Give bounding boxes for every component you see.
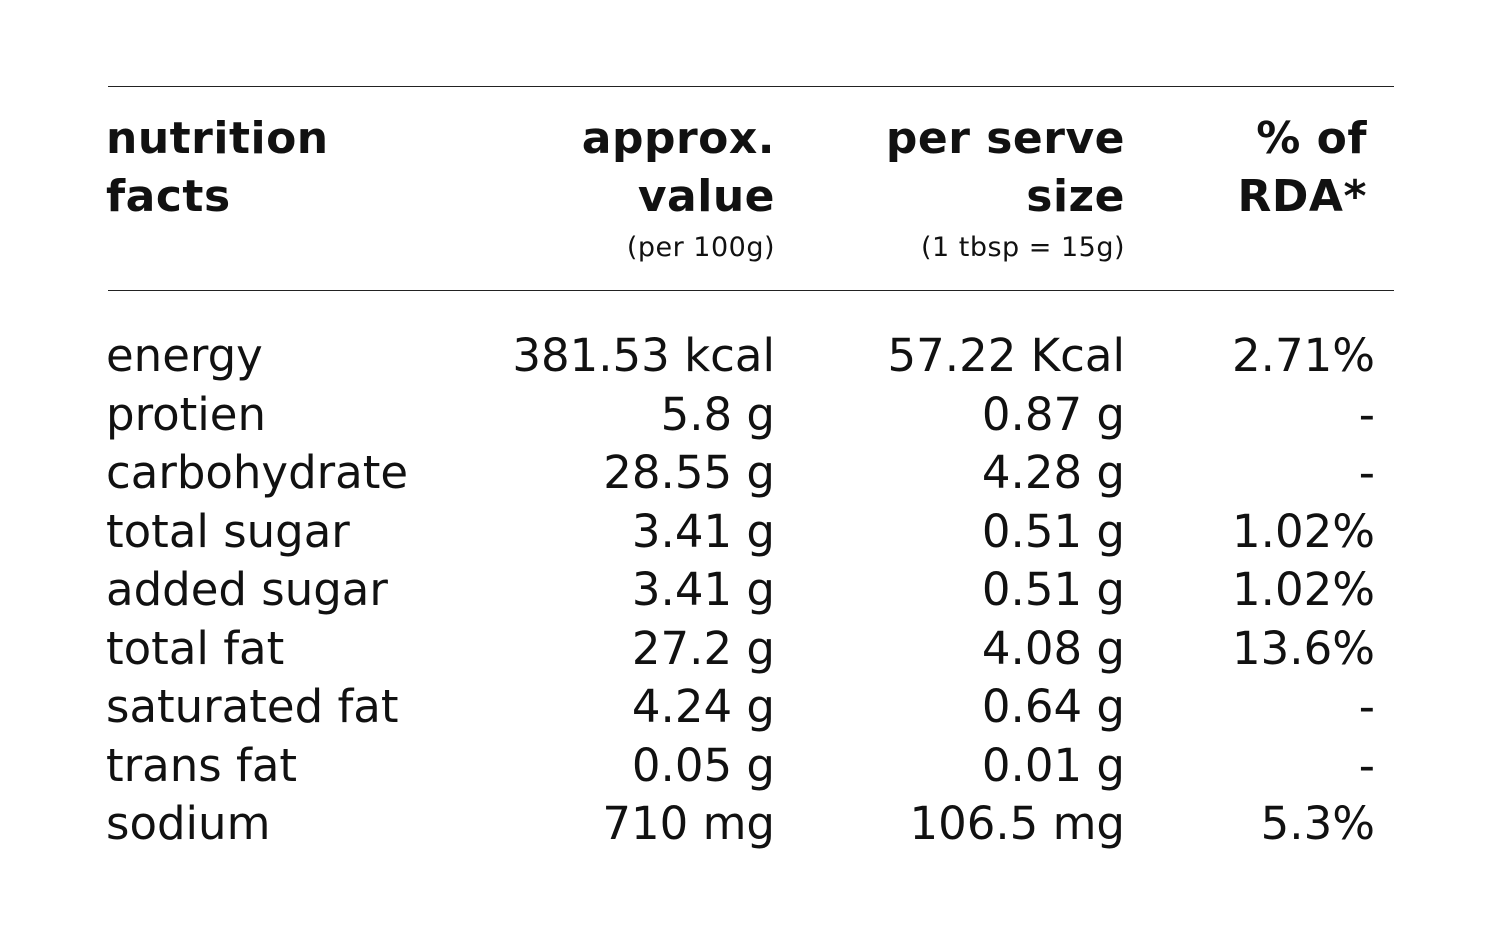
nutrient-name: saturated fat (106, 680, 399, 733)
value-per-100g: 381.53 kcal (512, 329, 775, 382)
percent-rda: - (1358, 680, 1375, 733)
header-approx-value: approx. value (per 100g) (582, 110, 775, 270)
table-row: sodium 710 mg 106.5 mg 5.3% (0, 795, 1500, 854)
percent-rda: 5.3% (1260, 797, 1375, 850)
value-per-serve: 0.51 g (981, 504, 1125, 558)
nutrient-name: total sugar (106, 504, 350, 558)
percent-rda: 1.02% (1232, 563, 1375, 616)
table-row: trans fat 0.05 g 0.01 g - (0, 737, 1500, 796)
value-per-serve: 4.28 g (981, 446, 1125, 499)
table-row: saturated fat 4.24 g 0.64 g - (0, 678, 1500, 737)
value-per-100g: 27.2 g (631, 621, 775, 675)
table-row: protien 5.8 g 0.87 g - (0, 386, 1500, 445)
value-per-serve: 106.5 mg (909, 797, 1125, 850)
nutrient-name: added sugar (106, 563, 388, 616)
header-divider (108, 290, 1394, 291)
nutrient-name: energy (106, 329, 263, 382)
header-text: RDA* (1237, 171, 1367, 222)
header-text: facts (106, 171, 231, 222)
nutrient-name: total fat (106, 621, 285, 675)
header-text: nutrition (106, 113, 329, 164)
header-text: per serve (885, 113, 1125, 164)
header-text: % of (1256, 113, 1367, 164)
percent-rda: 1.02% (1232, 504, 1375, 558)
header-subtext: (1 tbsp = 15g) (920, 232, 1125, 263)
value-per-100g: 5.8 g (660, 387, 775, 441)
value-per-serve: 4.08 g (981, 621, 1125, 675)
value-per-serve: 0.64 g (981, 680, 1125, 733)
table-row: energy 381.53 kcal 57.22 Kcal 2.71% (0, 327, 1500, 386)
nutrient-name: carbohydrate (106, 446, 409, 499)
header-per-serve-size: per serve size (1 tbsp = 15g) (886, 110, 1125, 270)
nutrient-name: trans fat (106, 738, 298, 792)
value-per-100g: 4.24 g (631, 680, 775, 733)
percent-rda: 13.6% (1232, 621, 1375, 675)
value-per-100g: 3.41 g (631, 504, 775, 558)
header-text: approx. (581, 113, 775, 164)
value-per-100g: 28.55 g (603, 446, 775, 499)
nutrient-name: protien (106, 387, 266, 441)
value-per-100g: 3.41 g (631, 563, 775, 616)
nutrient-name: sodium (106, 797, 271, 850)
table-row: carbohydrate 28.55 g 4.28 g - (0, 444, 1500, 503)
table-row: total fat 27.2 g 4.08 g 13.6% (0, 620, 1500, 679)
percent-rda: - (1358, 446, 1375, 499)
percent-rda: 2.71% (1232, 329, 1375, 382)
value-per-100g: 0.05 g (631, 738, 775, 792)
value-per-100g: 710 mg (602, 797, 775, 850)
header-text: size (1026, 171, 1125, 222)
value-per-serve: 0.87 g (981, 387, 1125, 441)
value-per-serve: 57.22 Kcal (887, 329, 1125, 382)
header-nutrition-facts: nutrition facts (106, 110, 329, 226)
value-per-serve: 0.01 g (981, 738, 1125, 792)
header-subtext: (per 100g) (626, 232, 775, 263)
nutrition-table-body: energy 381.53 kcal 57.22 Kcal 2.71% prot… (0, 327, 1500, 854)
table-row: total sugar 3.41 g 0.51 g 1.02% (0, 503, 1500, 562)
header-percent-rda: % of RDA* (1238, 110, 1367, 226)
table-row: added sugar 3.41 g 0.51 g 1.02% (0, 561, 1500, 620)
header-text: value (637, 171, 775, 222)
percent-rda: - (1358, 738, 1375, 792)
percent-rda: - (1358, 387, 1375, 441)
top-divider (108, 86, 1394, 87)
value-per-serve: 0.51 g (981, 563, 1125, 616)
